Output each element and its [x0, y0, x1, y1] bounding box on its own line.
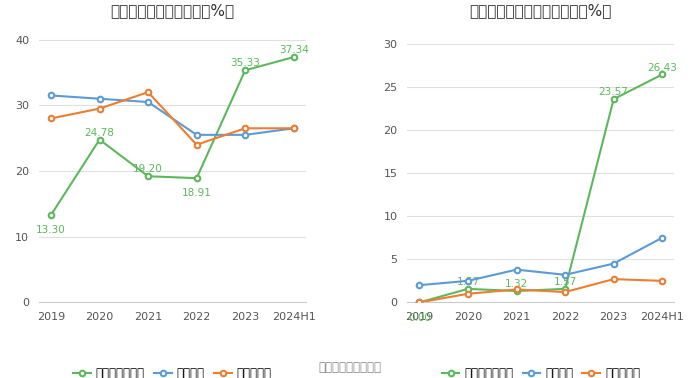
Line: 公司资产负债率: 公司资产负债率	[48, 54, 297, 218]
Text: 1.32: 1.32	[505, 279, 528, 289]
公司资产负债率	[95, 137, 104, 142]
行业中位数	[415, 300, 424, 305]
行业中位数	[144, 90, 153, 94]
行业均值	[193, 133, 201, 137]
行业均值	[95, 96, 104, 101]
行业均值	[241, 133, 249, 137]
行业均值	[415, 283, 424, 287]
行业均值	[47, 93, 55, 98]
有息资产负债率	[610, 97, 618, 101]
Text: 24.78: 24.78	[85, 128, 115, 138]
行业均值	[144, 100, 153, 104]
公司资产负债率	[47, 213, 55, 217]
行业均值	[561, 273, 569, 277]
有息资产负债率	[415, 300, 424, 305]
Text: 23.57: 23.57	[598, 87, 629, 97]
行业中位数	[95, 106, 104, 111]
行业均值	[290, 126, 298, 130]
Title: 近年来有息资产负债率情况（%）: 近年来有息资产负债率情况（%）	[470, 3, 612, 19]
Line: 有息资产负债率: 有息资产负债率	[416, 72, 665, 305]
Line: 行业中位数: 行业中位数	[416, 276, 665, 305]
Line: 行业均值: 行业均值	[416, 235, 665, 288]
Text: 37.34: 37.34	[279, 45, 309, 55]
行业中位数	[512, 287, 521, 292]
公司资产负债率	[144, 174, 153, 178]
Text: 18.91: 18.91	[182, 189, 211, 198]
公司资产负债率	[193, 176, 201, 180]
行业中位数	[561, 290, 569, 294]
Text: 13.30: 13.30	[36, 225, 66, 235]
Text: 26.43: 26.43	[648, 62, 677, 73]
Legend: 有息资产负债率, 行业均值, 行业中位数: 有息资产负债率, 行业均值, 行业中位数	[437, 363, 645, 378]
行业中位数	[610, 277, 618, 281]
公司资产负债率	[241, 68, 249, 73]
行业中位数	[464, 291, 473, 296]
有息资产负债率	[561, 287, 569, 291]
Line: 行业均值: 行业均值	[48, 93, 297, 138]
Text: 35.33: 35.33	[230, 58, 260, 68]
行业中位数	[47, 116, 55, 121]
有息资产负债率	[512, 289, 521, 293]
Text: 19.20: 19.20	[133, 164, 163, 174]
Title: 近年来资产负债率情况（%）: 近年来资产负债率情况（%）	[111, 3, 234, 19]
Legend: 公司资产负债率, 行业均值, 行业中位数: 公司资产负债率, 行业均值, 行业中位数	[69, 363, 277, 378]
Text: 1.57: 1.57	[456, 277, 480, 287]
行业中位数	[290, 126, 298, 130]
公司资产负债率	[290, 55, 298, 59]
行业中位数	[193, 143, 201, 147]
行业均值	[658, 235, 666, 240]
行业均值	[610, 261, 618, 266]
Text: 数据来源：恒生聚源: 数据来源：恒生聚源	[318, 361, 382, 374]
行业均值	[512, 267, 521, 272]
Text: 0.00: 0.00	[408, 313, 431, 323]
行业中位数	[241, 126, 249, 130]
有息资产负债率	[658, 72, 666, 77]
行业均值	[464, 279, 473, 283]
Text: 1.57: 1.57	[554, 277, 577, 287]
行业中位数	[658, 279, 666, 283]
有息资产负债率	[464, 287, 473, 291]
Line: 行业中位数: 行业中位数	[48, 89, 297, 147]
